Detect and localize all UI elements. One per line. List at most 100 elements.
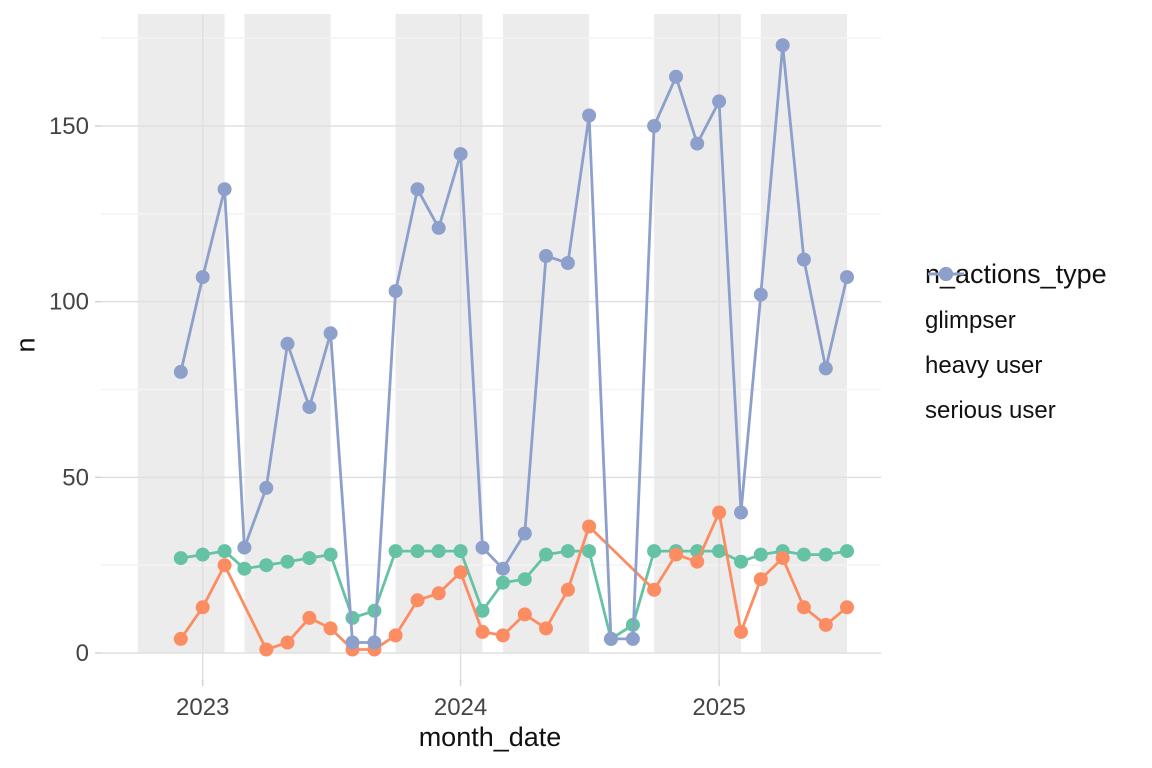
legend-label: glimpser [925, 307, 1016, 334]
data-point-serious-user [431, 220, 446, 235]
data-point-glimpser [840, 544, 854, 559]
y-tick-label: 150 [49, 113, 89, 140]
data-point-heavy-user [388, 628, 403, 643]
x-tick-label: 2025 [692, 694, 745, 721]
data-point-glimpser [582, 544, 597, 559]
y-axis-title: n [10, 337, 41, 353]
data-point-serious-user [410, 182, 425, 197]
data-point-serious-user [818, 361, 833, 376]
highlight-band [137, 14, 225, 653]
data-point-glimpser [410, 544, 425, 559]
data-point-serious-user [669, 69, 683, 84]
legend-key-line-dot-icon [928, 267, 964, 281]
data-point-serious-user [453, 147, 468, 162]
data-point-heavy-user [217, 558, 232, 573]
legend-label: heavy user [925, 352, 1043, 379]
data-point-serious-user [302, 400, 317, 415]
highlight-band [244, 14, 331, 653]
data-point-glimpser [280, 554, 295, 569]
data-point-heavy-user [259, 642, 274, 657]
data-point-serious-user [539, 249, 553, 263]
data-point-glimpser [237, 561, 252, 576]
data-point-glimpser [431, 544, 446, 559]
data-point-heavy-user [753, 572, 768, 587]
y-tick-label: 100 [49, 289, 89, 316]
data-point-serious-user [560, 256, 575, 270]
data-point-glimpser [259, 558, 274, 573]
data-point-glimpser [753, 547, 768, 562]
data-point-glimpser [539, 547, 553, 562]
data-point-heavy-user [734, 624, 748, 639]
data-point-heavy-user [840, 600, 854, 615]
data-point-glimpser [217, 544, 232, 559]
data-point-serious-user [796, 252, 811, 267]
data-point-serious-user [734, 505, 748, 520]
data-point-heavy-user [690, 554, 705, 569]
data-point-serious-user [582, 108, 597, 123]
data-point-serious-user [604, 631, 618, 646]
data-point-serious-user [259, 480, 274, 495]
data-point-heavy-user [495, 628, 510, 643]
data-point-heavy-user [517, 607, 532, 622]
data-point-serious-user [647, 119, 662, 133]
data-point-glimpser [475, 603, 490, 618]
data-point-serious-user [280, 336, 295, 351]
legend-label: serious user [925, 397, 1056, 424]
data-point-serious-user [840, 270, 854, 285]
data-point-heavy-user [582, 519, 597, 534]
data-point-serious-user [517, 526, 532, 541]
data-point-heavy-user [712, 505, 727, 520]
data-point-serious-user [625, 631, 640, 646]
data-point-serious-user [475, 540, 490, 555]
data-point-glimpser [560, 544, 575, 559]
data-point-glimpser [818, 547, 833, 562]
data-point-heavy-user [475, 624, 490, 639]
data-point-heavy-user [195, 600, 210, 615]
data-point-serious-user [173, 364, 188, 379]
legend-item-glimpser: glimpser [925, 267, 1107, 336]
data-point-heavy-user [796, 600, 811, 615]
data-point-glimpser [345, 610, 360, 625]
data-point-glimpser [302, 551, 317, 566]
data-point-glimpser [195, 547, 210, 562]
legend: n_actions_type glimpser heavy user serio… [925, 259, 1107, 441]
data-point-glimpser [712, 544, 727, 559]
data-point-glimpser [453, 544, 468, 559]
legend-item-heavy-user: heavy user [925, 267, 1107, 381]
data-point-heavy-user [431, 586, 446, 601]
data-point-serious-user [388, 284, 403, 299]
data-point-serious-user [237, 540, 252, 555]
data-point-serious-user [495, 561, 510, 576]
data-point-heavy-user [323, 621, 338, 636]
x-axis-title: month_date [418, 722, 562, 752]
data-point-heavy-user [280, 635, 295, 650]
data-point-heavy-user [302, 610, 317, 625]
data-point-glimpser [367, 603, 382, 618]
data-point-glimpser [734, 554, 748, 569]
y-tick-label: 50 [62, 464, 89, 491]
data-point-serious-user [323, 326, 338, 341]
data-point-heavy-user [539, 621, 553, 636]
data-point-serious-user [753, 287, 768, 302]
x-tick-label: 2023 [176, 694, 229, 721]
data-point-heavy-user [775, 551, 790, 566]
data-point-glimpser [495, 575, 510, 590]
y-tick-label: 0 [76, 640, 89, 667]
data-point-heavy-user [453, 565, 468, 580]
data-point-serious-user [195, 270, 210, 285]
data-point-serious-user [775, 38, 790, 53]
data-point-serious-user [217, 182, 232, 197]
data-point-serious-user [690, 136, 705, 151]
data-point-serious-user [367, 635, 382, 650]
data-point-heavy-user [560, 582, 575, 597]
x-tick-label: 2024 [434, 694, 487, 721]
data-point-serious-user [345, 635, 360, 650]
data-point-glimpser [517, 572, 532, 587]
data-point-glimpser [647, 544, 662, 559]
legend-item-serious-user: serious user [925, 267, 1107, 426]
series-line-serious-user [179, 43, 849, 644]
data-point-serious-user [712, 94, 727, 109]
data-point-glimpser [323, 547, 338, 562]
